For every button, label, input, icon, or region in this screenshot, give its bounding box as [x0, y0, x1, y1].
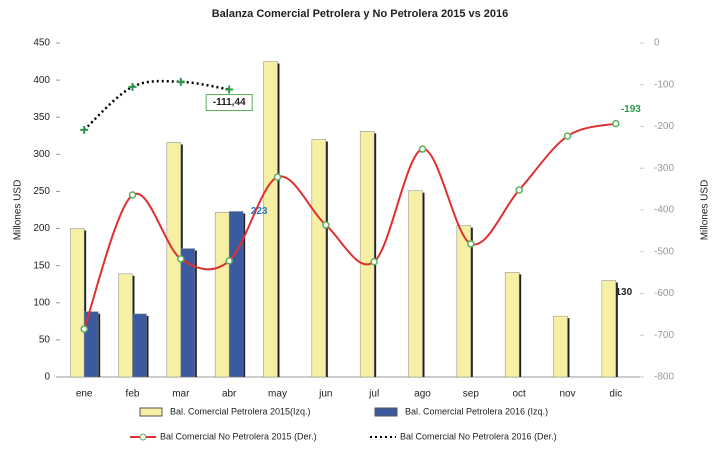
legend-label: Bal Comercial No Petrolera 2016 (Der.) — [400, 431, 557, 441]
bar — [228, 211, 244, 378]
y2-tick-label: -300 — [654, 163, 674, 174]
legend-swatch — [139, 407, 163, 417]
line — [83, 122, 617, 330]
y-tick-label: 0 — [44, 372, 50, 383]
y2-axis-label: Millones USD — [700, 180, 711, 241]
marker — [80, 325, 88, 333]
y2-tick-label: -700 — [654, 330, 674, 341]
x-tick-label: jul — [368, 389, 379, 400]
y-tick-label: 200 — [33, 223, 50, 234]
bar — [408, 190, 423, 378]
marker — [80, 125, 89, 134]
x-tick-label: sep — [463, 389, 480, 400]
y-tick-label: 250 — [33, 186, 50, 197]
bar — [504, 272, 520, 378]
x-tick-label: oct — [512, 389, 526, 400]
x-tick-label: mar — [172, 389, 190, 400]
legend-swatch — [374, 407, 398, 417]
y-tick-label: 300 — [33, 149, 50, 160]
legend-label: Bal Comercial No Petrolera 2015 (Der.) — [160, 431, 317, 441]
y2-tick-label: -500 — [654, 246, 674, 257]
label-box — [205, 94, 253, 112]
marker — [177, 255, 185, 263]
bar — [180, 248, 196, 378]
marker — [176, 77, 185, 86]
y-tick-label: 50 — [39, 335, 51, 346]
data-label: -111,44 — [213, 97, 246, 108]
y-tick-label: 100 — [33, 297, 50, 308]
data-label: 130 — [615, 287, 632, 298]
x-tick-label: ago — [414, 389, 431, 400]
bar — [311, 139, 327, 378]
y-axis-label: Millones USD — [13, 180, 24, 241]
x-tick-label: nov — [559, 389, 575, 400]
marker — [225, 85, 234, 94]
bar — [456, 225, 472, 378]
y2-tick-label: -600 — [654, 288, 674, 299]
y2-tick-label: -400 — [654, 205, 674, 216]
bar — [118, 273, 133, 378]
x-tick-label: feb — [126, 389, 140, 400]
marker — [370, 258, 378, 266]
marker — [225, 257, 233, 265]
data-label: 223 — [251, 206, 268, 217]
line — [83, 79, 230, 131]
legend-marker — [139, 433, 147, 441]
bar — [601, 280, 617, 378]
bar — [263, 61, 278, 378]
y-tick-label: 400 — [33, 75, 50, 86]
x-tick-label: dic — [609, 389, 622, 400]
chart-title: Balanza Comercial Petrolera y No Petrole… — [212, 8, 509, 20]
y-tick-label: 450 — [33, 38, 50, 49]
legend-label: Bal. Comercial Petrolera 2016 (Izq.) — [405, 406, 548, 416]
marker — [563, 132, 572, 140]
bar — [359, 131, 375, 378]
y2-tick-label: 0 — [654, 38, 660, 49]
x-tick-label: jun — [318, 389, 332, 400]
marker — [418, 145, 427, 153]
y-tick-label: 350 — [33, 112, 50, 123]
x-tick-label: may — [268, 389, 287, 400]
x-tick-label: ene — [76, 389, 93, 400]
bar — [69, 228, 85, 378]
marker — [515, 186, 523, 194]
marker — [273, 173, 282, 181]
y2-tick-label: -100 — [654, 79, 674, 90]
marker — [128, 191, 137, 199]
y-tick-label: 150 — [33, 260, 50, 271]
legend-label: Bal. Comercial Petrolera 2015(Izq.) — [170, 406, 311, 416]
marker — [467, 240, 475, 248]
bar — [553, 315, 568, 378]
data-label: -193 — [621, 104, 641, 115]
y2-tick-label: -800 — [654, 372, 674, 383]
marker — [612, 119, 620, 128]
marker — [322, 221, 330, 229]
bar — [214, 211, 230, 378]
x-tick-label: abr — [222, 389, 237, 400]
y2-tick-label: -200 — [654, 121, 674, 132]
marker — [128, 82, 137, 91]
bar — [132, 313, 147, 378]
